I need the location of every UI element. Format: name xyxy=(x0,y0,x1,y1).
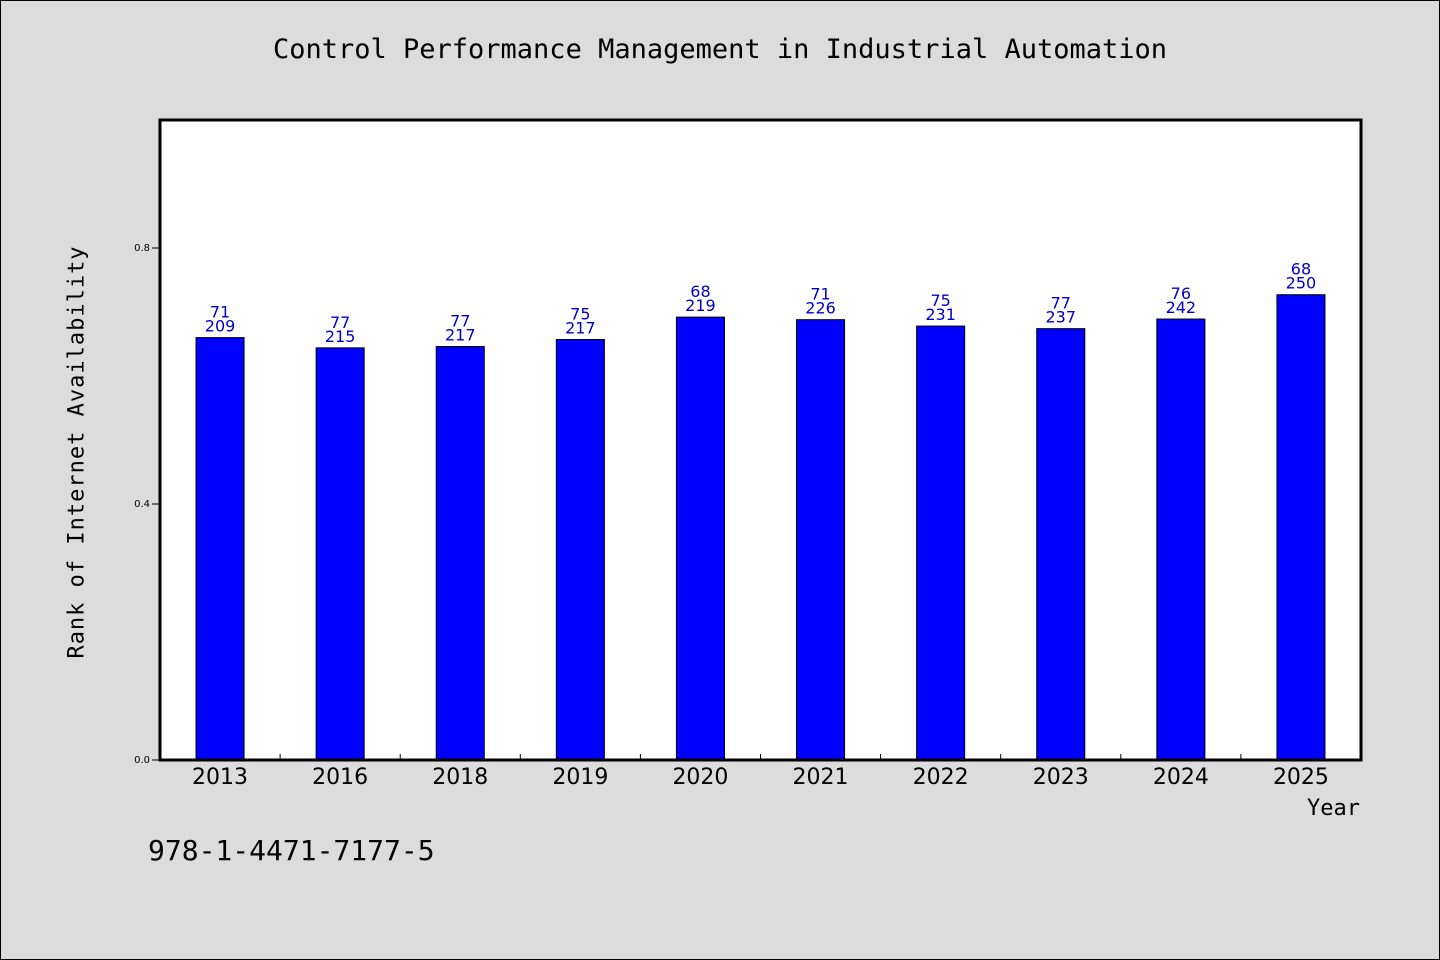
x-tick-label: 2020 xyxy=(672,765,728,790)
bar xyxy=(916,325,966,761)
bar-label-bottom: 242 xyxy=(1166,298,1197,317)
x-tick-label: 2023 xyxy=(1033,765,1089,790)
bar-label-top: 71 xyxy=(810,285,830,304)
bar xyxy=(555,339,605,761)
bar-label-top: 75 xyxy=(930,291,950,310)
bar xyxy=(435,346,485,761)
y-tick-label: 0.8 xyxy=(134,243,150,254)
x-tick-label: 2016 xyxy=(312,765,368,790)
x-tick-label: 2021 xyxy=(793,765,849,790)
bar-label-bottom: 217 xyxy=(445,326,476,345)
x-tick-label: 2024 xyxy=(1153,765,1209,790)
bar xyxy=(195,337,245,761)
x-tick-label: 2019 xyxy=(552,765,608,790)
y-tick-label: 0.4 xyxy=(134,499,150,510)
bar xyxy=(675,316,725,761)
bar xyxy=(1276,294,1326,761)
bar xyxy=(1156,318,1206,761)
bar-label-bottom: 209 xyxy=(205,317,236,336)
y-tick-label: 0.0 xyxy=(134,755,150,766)
bar-label-bottom: 226 xyxy=(805,299,836,318)
plot-border xyxy=(158,118,1363,762)
axis-layer: 2013 2016 2018 2019 2020 2021 2022 2023 2024 2025… xyxy=(134,243,1329,790)
bar-label-top: 77 xyxy=(330,313,350,332)
bar-label-top: 68 xyxy=(690,282,710,301)
x-tick-label: 2013 xyxy=(192,765,248,790)
bar-label-bottom: 217 xyxy=(565,319,596,338)
bar-label-bottom: 219 xyxy=(685,296,716,315)
bar-label-bottom: 237 xyxy=(1045,308,1076,327)
isbn-text: 978-1-4471-7177-5 xyxy=(148,834,435,867)
bar-label-top: 75 xyxy=(570,305,590,324)
bar-label-top: 71 xyxy=(210,303,230,322)
bar-label-bottom: 231 xyxy=(925,305,956,324)
x-tick-label: 2022 xyxy=(913,765,969,790)
x-axis-label: Year xyxy=(1307,796,1360,821)
bar-label-top: 77 xyxy=(1051,294,1071,313)
bar-label-top: 76 xyxy=(1171,284,1191,303)
bar-label-bottom: 215 xyxy=(325,327,356,346)
bar xyxy=(796,319,846,761)
bar-label-top: 77 xyxy=(450,312,470,331)
bar xyxy=(1036,328,1086,761)
bar xyxy=(315,347,365,761)
x-tick-label: 2018 xyxy=(432,765,488,790)
bar-label-top: 68 xyxy=(1291,260,1311,279)
chart-title: Control Performance Management in Indust… xyxy=(272,34,1168,65)
bar-label-bottom: 250 xyxy=(1286,274,1317,293)
x-tick-label: 2025 xyxy=(1273,765,1329,790)
